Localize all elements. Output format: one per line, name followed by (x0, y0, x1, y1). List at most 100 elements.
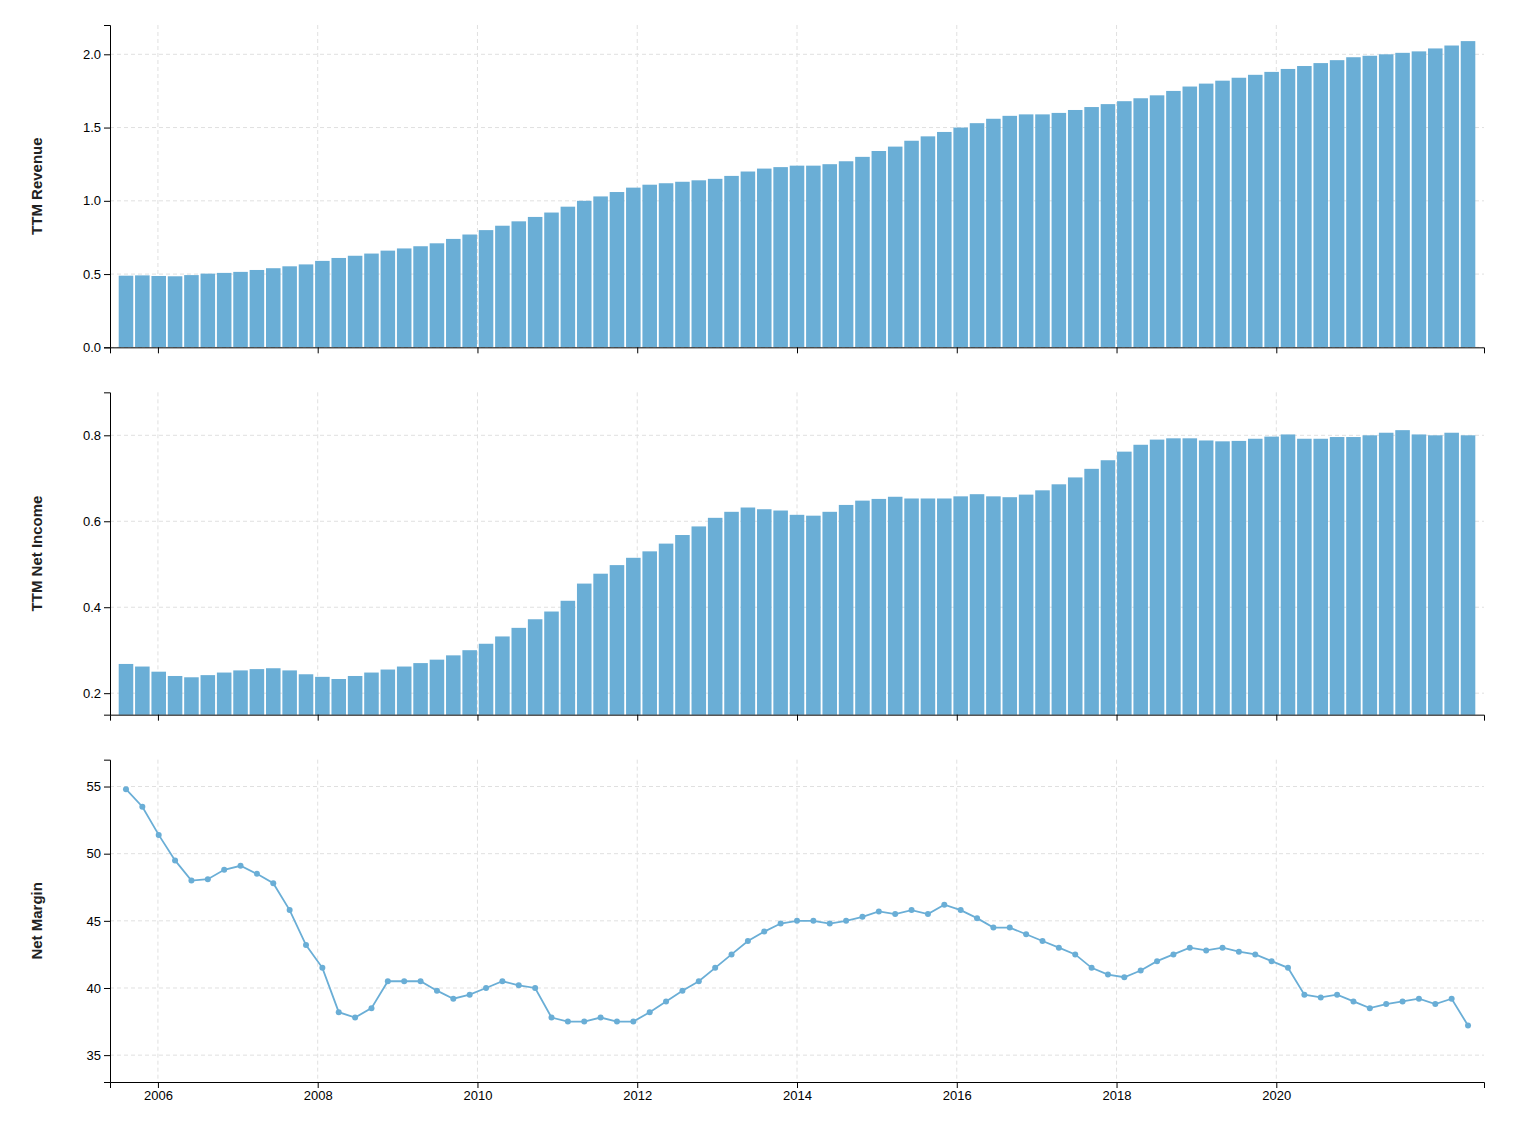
point (958, 907, 964, 913)
grid (110, 760, 1484, 1082)
point (156, 832, 162, 838)
bar (1002, 497, 1017, 714)
bar (593, 196, 608, 347)
tick (477, 347, 478, 353)
tick (797, 347, 798, 353)
bar (315, 677, 330, 715)
tick-mark (104, 435, 110, 436)
bar (659, 544, 674, 715)
tick-mark (477, 347, 478, 353)
axis-line (111, 348, 1485, 354)
bar (986, 119, 1001, 348)
point (614, 1019, 620, 1025)
bar (381, 670, 396, 715)
point (778, 921, 784, 927)
point (1121, 974, 1127, 980)
point (1170, 951, 1176, 957)
tick-label: 50 (87, 846, 101, 861)
grid-line (637, 760, 638, 1082)
point (1465, 1023, 1471, 1029)
bar (119, 276, 134, 348)
tick-mark (104, 128, 110, 129)
bar (1215, 441, 1230, 714)
tick-mark (104, 274, 110, 275)
grid-line (110, 786, 1484, 787)
bar (1428, 48, 1443, 347)
point (729, 951, 735, 957)
point (712, 965, 718, 971)
bar (741, 508, 756, 715)
point (336, 1009, 342, 1015)
tick-mark (104, 1055, 110, 1056)
grid-line (317, 392, 318, 714)
tick: 0.8 (83, 428, 110, 443)
bar (381, 251, 396, 348)
point (745, 938, 751, 944)
tick-mark (104, 54, 110, 55)
tick-mark (104, 921, 110, 922)
tick-mark (104, 787, 110, 788)
bar (250, 669, 265, 715)
bar (544, 213, 559, 348)
tick: 2018 (1103, 1082, 1132, 1103)
grid-line (317, 760, 318, 1082)
bar (1379, 433, 1394, 715)
point (925, 911, 931, 917)
bar (430, 660, 445, 715)
tick-label: 0.4 (83, 600, 101, 615)
bar (937, 498, 952, 714)
bar (1150, 440, 1165, 715)
bar (986, 496, 1001, 714)
point (810, 918, 816, 924)
bar (757, 169, 772, 348)
tick-mark (104, 988, 110, 989)
point (1301, 992, 1307, 998)
tick-mark (1276, 1082, 1277, 1088)
point (1367, 1005, 1373, 1011)
tick-label: 2006 (144, 1088, 173, 1103)
bar (626, 188, 641, 348)
bar (872, 151, 887, 347)
point (679, 988, 685, 994)
point (1203, 947, 1209, 953)
bar (348, 676, 363, 715)
point (1252, 951, 1258, 957)
bar (904, 141, 919, 348)
bar (299, 674, 314, 714)
tick (318, 347, 319, 353)
bar (773, 167, 788, 347)
axis-line (104, 760, 111, 1082)
line (126, 789, 1468, 1025)
bar (1264, 437, 1279, 715)
tick-label: 0.6 (83, 514, 101, 529)
point (794, 918, 800, 924)
bar (511, 221, 526, 347)
point (499, 978, 505, 984)
tick-mark (477, 1082, 478, 1088)
bar (1248, 75, 1263, 348)
bar (348, 256, 363, 348)
bar (168, 676, 183, 715)
tick-mark (957, 1082, 958, 1088)
grid-line (1116, 392, 1117, 714)
tick-label: 55 (87, 779, 101, 794)
tick: 0.2 (83, 686, 110, 701)
point (254, 871, 260, 877)
point (1350, 998, 1356, 1004)
tick-label: 40 (87, 981, 101, 996)
point (1432, 1001, 1438, 1007)
tick (158, 347, 159, 353)
bar (511, 628, 526, 715)
bar (1199, 84, 1214, 348)
tick-mark (1117, 1082, 1118, 1088)
bar (495, 636, 510, 714)
point (352, 1015, 358, 1021)
tick: 2012 (623, 1082, 652, 1103)
point (385, 978, 391, 984)
bar (364, 673, 379, 715)
bar (119, 664, 134, 715)
bar (822, 512, 837, 715)
tick-label: 0.2 (83, 686, 101, 701)
point (843, 918, 849, 924)
bar (1101, 104, 1116, 347)
